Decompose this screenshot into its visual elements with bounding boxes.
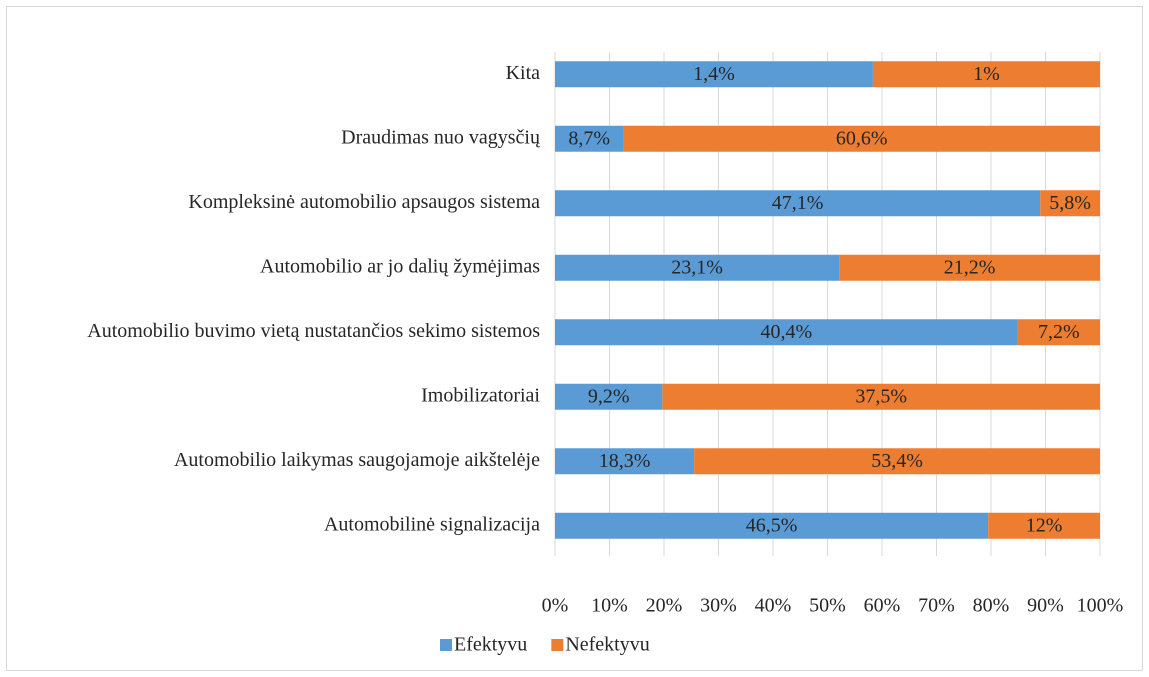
- x-tick-label: 10%: [591, 595, 628, 617]
- data-label: 1,4%: [693, 63, 735, 85]
- x-tick-label: 50%: [809, 595, 846, 617]
- bar-segment: [662, 383, 1100, 410]
- bar-segment: [555, 512, 989, 539]
- data-label: 37,5%: [855, 385, 907, 407]
- category-label: Automobilio laikymas saugojamoje aikštel…: [174, 449, 540, 471]
- bar-segment: [1040, 190, 1100, 217]
- data-label: 1%: [973, 63, 1000, 85]
- x-tick-label: 70%: [918, 595, 955, 617]
- x-tick-label: 80%: [973, 595, 1010, 617]
- data-label: 53,4%: [871, 450, 923, 472]
- data-label: 47,1%: [772, 192, 824, 214]
- bar-segment: [555, 383, 663, 410]
- bar-segment: [694, 448, 1100, 475]
- legend-swatch: [440, 639, 452, 651]
- bar-segment: [555, 448, 695, 475]
- legend-label: Efektyvu: [454, 634, 527, 656]
- data-label: 23,1%: [671, 256, 723, 278]
- category-label: Automobilio ar jo dalių žymėjimas: [260, 255, 540, 277]
- category-label: Kompleksinė automobilio apsaugos sistema: [188, 191, 540, 213]
- x-tick-label: 0%: [542, 595, 569, 617]
- category-label: Automobilio buvimo vietą nustatančios se…: [87, 320, 540, 342]
- category-label: Kita: [506, 62, 541, 84]
- legend-swatch: [551, 639, 564, 651]
- x-tick-label: 60%: [864, 595, 901, 617]
- bar-segment: [555, 61, 873, 88]
- data-label: 7,2%: [1038, 321, 1080, 343]
- data-label: 60,6%: [836, 127, 888, 149]
- data-label: 12%: [1026, 514, 1063, 536]
- data-label: 21,2%: [944, 256, 996, 278]
- x-tick-label: 20%: [646, 595, 683, 617]
- category-label: Automobilinė signalizacija: [324, 513, 540, 535]
- data-label: 46,5%: [746, 514, 798, 536]
- data-label: 40,4%: [760, 321, 812, 343]
- data-label: 9,2%: [588, 385, 630, 407]
- x-tick-label: 30%: [700, 595, 737, 617]
- bar-segment: [839, 254, 1100, 281]
- bar-segment: [1017, 319, 1100, 346]
- legend-label: Nefektyvu: [565, 634, 649, 656]
- bar-segment: [623, 125, 1100, 152]
- bar-segment: [555, 319, 1018, 346]
- bar-segment: [555, 190, 1041, 217]
- bar-segment: [555, 254, 840, 281]
- data-label: 5,8%: [1049, 192, 1091, 214]
- x-tick-label: 90%: [1027, 595, 1064, 617]
- data-label: 8,7%: [568, 127, 610, 149]
- bar-segment: [872, 61, 1100, 88]
- x-tick-label: 40%: [755, 595, 792, 617]
- category-label: Draudimas nuo vagysčių: [341, 126, 541, 148]
- x-tick-label: 100%: [1077, 595, 1124, 617]
- data-label: 18,3%: [599, 450, 651, 472]
- bar-segment: [988, 512, 1100, 539]
- bar-segment: [555, 125, 624, 152]
- category-label: Imobilizatoriai: [421, 384, 540, 406]
